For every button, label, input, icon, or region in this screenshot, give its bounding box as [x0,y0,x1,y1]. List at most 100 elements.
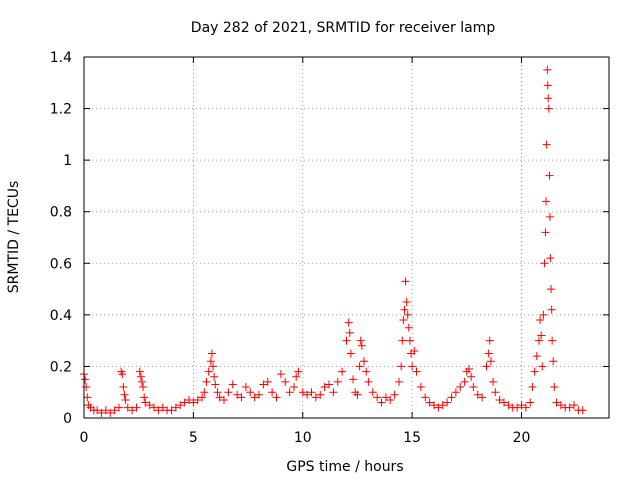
data-point [434,403,443,412]
data-point [364,377,373,386]
data-point [469,383,478,392]
data-point [154,406,163,415]
data-point [399,316,408,325]
data-point [438,401,447,410]
data-point [81,375,90,384]
gridlines [84,57,609,418]
data-point [316,390,325,399]
y-tick-label: 1.2 [50,102,72,118]
x-tick-label: 20 [513,430,531,446]
data-point [545,171,554,180]
data-point [416,383,425,392]
data-point [395,377,403,386]
data-point [495,395,504,404]
data-point [207,349,216,358]
data-point [400,305,409,314]
data-point [97,408,106,417]
data-point [386,395,395,404]
data-point [556,401,565,410]
data-point [552,398,561,407]
data-point [292,372,301,381]
data-point [517,401,526,410]
data-point [115,403,123,412]
data-point [447,393,456,402]
data-point [547,305,556,314]
data-point [110,406,119,415]
data-point [486,357,495,366]
data-point [118,370,127,379]
data-point [82,383,91,392]
axis-ticks [83,56,609,419]
data-point [344,318,353,327]
data-point [206,357,215,366]
data-point [368,388,377,397]
data-point [176,401,185,410]
data-point [246,388,255,397]
data-point [403,310,412,319]
data-point [537,331,546,340]
data-point [545,212,554,221]
data-point [547,285,556,294]
data-point [526,398,535,407]
data-point [478,393,487,402]
data-point [320,383,329,392]
data-point [482,362,491,371]
data-point [250,393,259,402]
data-point [565,403,574,412]
data-point [401,277,410,286]
data-point [530,367,539,376]
data-point [430,401,438,410]
plot-frame [83,56,610,419]
data-point [202,377,211,386]
data-point [329,388,338,397]
data-point [546,254,555,263]
data-point [83,393,92,402]
data-point [228,380,237,389]
data-point [311,393,320,402]
data-point [543,81,552,90]
data-point [542,140,551,149]
data-point [338,367,347,376]
data-point [128,406,137,415]
data-point [538,362,547,371]
data-point [465,365,473,374]
data-point [150,403,158,412]
data-point [255,390,263,399]
data-point [137,377,146,386]
data-point [484,349,493,358]
data-point [281,377,290,386]
data-point [425,398,434,407]
data-point [241,383,250,392]
data-point [542,197,550,206]
x-tick-label: 0 [80,430,89,446]
data-point [543,65,552,74]
data-point [189,398,198,407]
data-point [443,398,452,407]
data-point [200,388,209,397]
data-point [167,406,176,415]
data-point [106,408,115,417]
data-point [373,393,382,402]
x-axis-label: GPS time / hours [286,459,403,475]
data-point [345,328,354,337]
data-point [544,94,553,103]
data-point [353,390,362,399]
data-point [381,393,390,402]
data-point [578,406,587,415]
data-point [307,388,316,397]
data-point [570,401,578,410]
data-point [390,390,399,399]
data-point [333,377,342,386]
data-point [362,367,371,376]
data-point [303,390,312,399]
data-point [135,367,144,376]
data-point [467,372,476,381]
data-point [549,357,558,366]
data-point [404,323,413,332]
data-point [504,401,513,410]
data-point [521,403,530,412]
data-point [215,393,224,402]
y-tick-label: 0.2 [50,359,72,375]
data-point [119,383,128,392]
data-point [539,310,548,319]
